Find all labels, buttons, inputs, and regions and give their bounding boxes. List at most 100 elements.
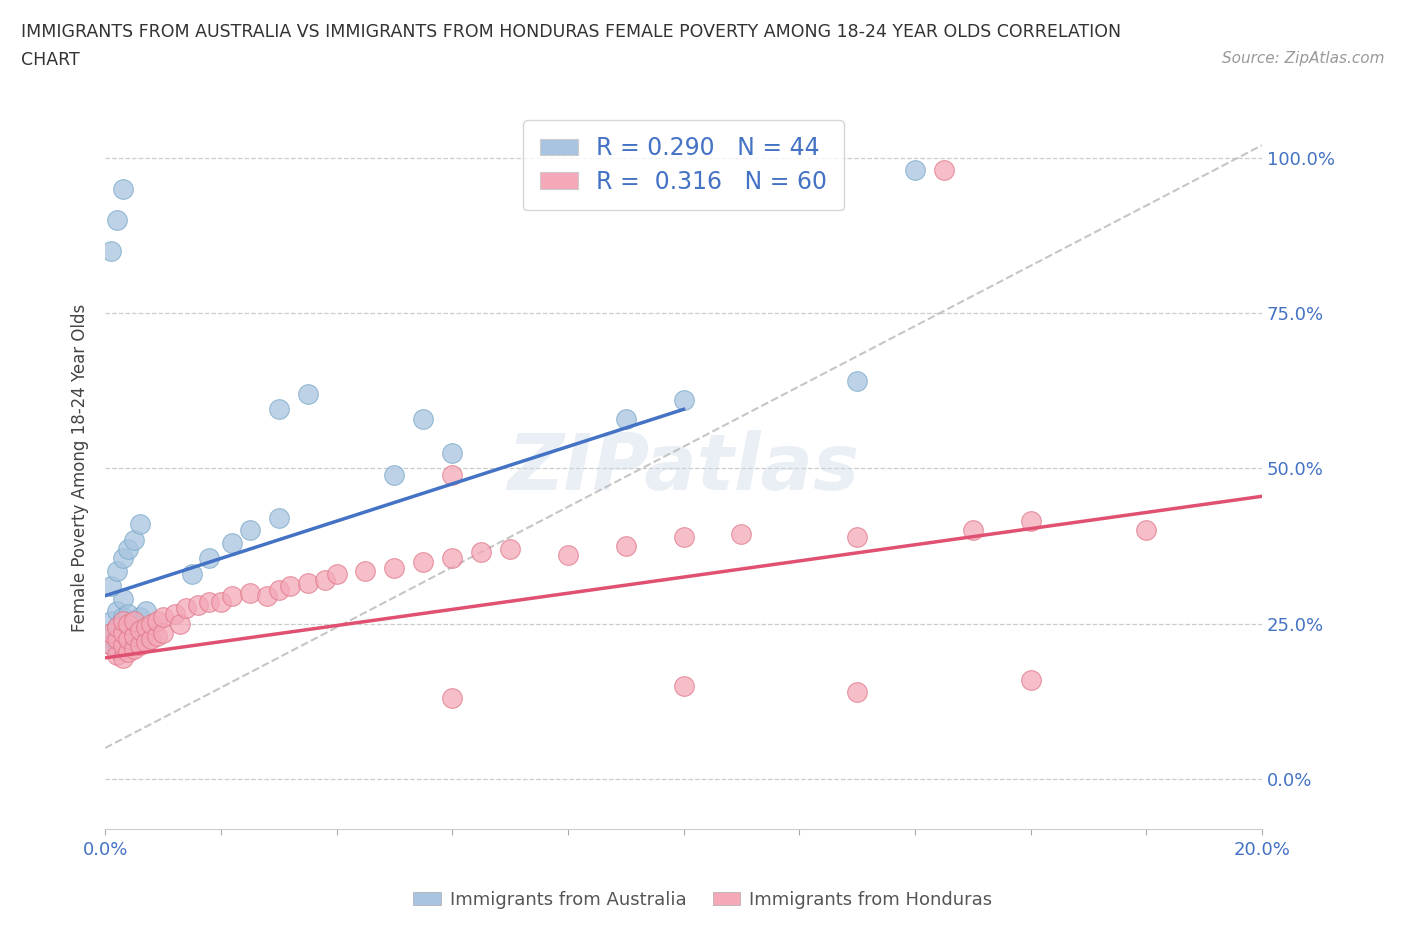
Point <box>105 564 128 578</box>
Point <box>221 589 243 604</box>
Point <box>557 548 579 563</box>
Point <box>117 541 139 556</box>
Point <box>135 619 157 634</box>
Point <box>672 392 695 407</box>
Point <box>441 691 464 706</box>
Point <box>100 626 122 641</box>
Point <box>278 579 301 594</box>
Point <box>932 163 955 178</box>
Point <box>135 635 157 650</box>
Point <box>198 594 221 609</box>
Point <box>181 566 204 581</box>
Point <box>111 638 134 653</box>
Point <box>129 629 152 644</box>
Point <box>100 579 122 594</box>
Y-axis label: Female Poverty Among 18-24 Year Olds: Female Poverty Among 18-24 Year Olds <box>72 304 89 632</box>
Point <box>135 626 157 641</box>
Point <box>111 650 134 665</box>
Point <box>105 631 128 646</box>
Legend: R = 0.290   N = 44, R =  0.316   N = 60: R = 0.290 N = 44, R = 0.316 N = 60 <box>523 120 844 210</box>
Point <box>117 631 139 646</box>
Point <box>100 629 122 644</box>
Point <box>499 541 522 556</box>
Point <box>146 629 169 644</box>
Point <box>122 532 145 547</box>
Point <box>129 622 152 637</box>
Point <box>111 626 134 641</box>
Point <box>239 523 262 538</box>
Point <box>412 554 434 569</box>
Point <box>267 582 290 597</box>
Point <box>297 386 319 401</box>
Point <box>122 631 145 646</box>
Point <box>117 607 139 622</box>
Point <box>904 163 927 178</box>
Point <box>325 566 347 581</box>
Point <box>614 538 637 553</box>
Point <box>135 604 157 618</box>
Point <box>105 212 128 227</box>
Point <box>256 589 278 604</box>
Point <box>672 678 695 693</box>
Point <box>267 402 290 417</box>
Point <box>152 626 174 641</box>
Text: Source: ZipAtlas.com: Source: ZipAtlas.com <box>1222 51 1385 66</box>
Point <box>111 626 134 641</box>
Point <box>111 613 134 628</box>
Point <box>384 560 406 575</box>
Point <box>163 607 186 622</box>
Point <box>100 638 122 653</box>
Point <box>730 526 752 541</box>
Point <box>412 411 434 426</box>
Point <box>846 684 869 699</box>
Point <box>111 610 134 625</box>
Point <box>614 411 637 426</box>
Point <box>384 467 406 482</box>
Point <box>105 641 128 656</box>
Point <box>122 617 145 631</box>
Point <box>122 629 145 644</box>
Point <box>354 564 377 578</box>
Text: CHART: CHART <box>21 51 80 69</box>
Point <box>122 613 145 628</box>
Point <box>239 585 262 600</box>
Point <box>105 619 128 634</box>
Point <box>174 601 197 616</box>
Point <box>441 445 464 460</box>
Point <box>117 644 139 659</box>
Point <box>117 635 139 650</box>
Legend: Immigrants from Australia, Immigrants from Honduras: Immigrants from Australia, Immigrants fr… <box>406 884 1000 916</box>
Point <box>169 617 191 631</box>
Text: IMMIGRANTS FROM AUSTRALIA VS IMMIGRANTS FROM HONDURAS FEMALE POVERTY AMONG 18-24: IMMIGRANTS FROM AUSTRALIA VS IMMIGRANTS … <box>21 23 1121 41</box>
Point <box>146 613 169 628</box>
Point <box>198 551 221 565</box>
Point <box>846 529 869 544</box>
Point <box>111 181 134 196</box>
Point <box>141 631 163 646</box>
Point <box>1135 523 1157 538</box>
Point <box>122 641 145 656</box>
Point <box>187 598 209 613</box>
Point <box>846 374 869 389</box>
Point <box>267 511 290 525</box>
Point <box>129 638 152 653</box>
Point <box>105 647 128 662</box>
Point <box>441 551 464 565</box>
Point <box>111 638 134 653</box>
Point <box>962 523 984 538</box>
Point <box>111 551 134 565</box>
Point <box>105 619 128 634</box>
Point <box>314 573 336 588</box>
Point <box>1019 672 1042 687</box>
Point <box>117 622 139 637</box>
Point <box>111 591 134 606</box>
Point <box>105 604 128 618</box>
Point <box>1019 513 1042 528</box>
Point <box>441 467 464 482</box>
Point <box>141 617 163 631</box>
Point <box>105 631 128 646</box>
Point <box>100 244 122 259</box>
Point <box>209 594 232 609</box>
Point <box>129 517 152 532</box>
Point <box>672 529 695 544</box>
